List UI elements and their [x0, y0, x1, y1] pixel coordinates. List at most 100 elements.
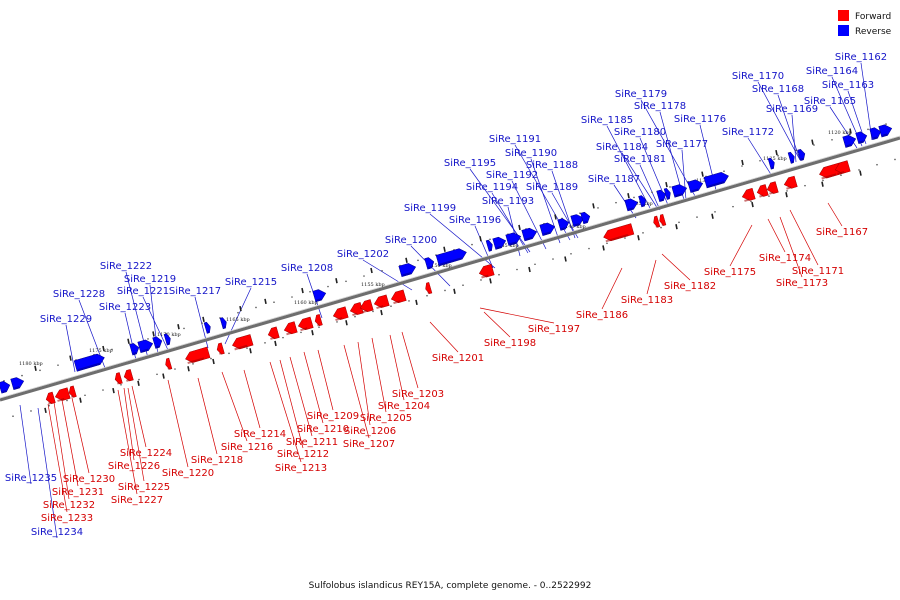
forward-gene-label[interactable]: SiRe_1211: [286, 437, 338, 448]
reverse-gene-arrow: [869, 127, 882, 140]
leader-line: [53, 401, 70, 500]
forward-gene-label[interactable]: SiRe_1230: [63, 474, 115, 485]
reverse-gene-label[interactable]: SiRe_1189: [526, 182, 578, 193]
forward-gene-label[interactable]: SiRe_1227: [111, 495, 163, 506]
forward-gene-label[interactable]: SiRe_1204: [378, 401, 430, 412]
forward-gene-label[interactable]: SiRe_1186: [576, 310, 628, 321]
label-leader-lines: [19, 62, 873, 539]
reverse-gene-label[interactable]: SiRe_1190: [505, 148, 557, 159]
reverse-gene-label[interactable]: SiRe_1234: [31, 527, 83, 538]
leader-line: [47, 403, 68, 513]
reverse-gene-label[interactable]: SiRe_1222: [100, 261, 152, 272]
legend-forward-label: Forward: [855, 12, 891, 22]
forward-gene-label[interactable]: SiRe_1171: [792, 266, 844, 277]
forward-gene-arrow: [390, 289, 407, 305]
reverse-gene-label[interactable]: SiRe_1223: [99, 302, 151, 313]
forward-gene-arrow: [283, 321, 298, 336]
forward-gene-label[interactable]: SiRe_1216: [221, 442, 273, 453]
reverse-gene-label[interactable]: SiRe_1181: [614, 154, 666, 165]
forward-gene-label[interactable]: SiRe_1213: [275, 463, 327, 474]
reverse-gene-label[interactable]: SiRe_1188: [526, 160, 578, 171]
reverse-gene-label[interactable]: SiRe_1176: [674, 114, 726, 125]
reverse-gene-label[interactable]: SiRe_1163: [822, 80, 874, 91]
reverse-gene-label[interactable]: SiRe_1180: [614, 127, 666, 138]
reverse-gene-arrow: [580, 211, 591, 225]
reverse-gene-label[interactable]: SiRe_1199: [404, 203, 456, 214]
reverse-gene-label[interactable]: SiRe_1221: [117, 286, 169, 297]
forward-gene-label[interactable]: SiRe_1226: [108, 461, 160, 472]
reverse-gene-arrow: [787, 151, 795, 164]
reverse-gene-arrow: [152, 336, 163, 349]
forward-gene-arrow: [314, 313, 323, 327]
reverse-gene-label[interactable]: SiRe_1200: [385, 235, 437, 246]
reverse-gene-label[interactable]: SiRe_1228: [53, 289, 105, 300]
tick-label: 1145 kbp: [495, 243, 519, 249]
forward-gene-label[interactable]: SiRe_1183: [621, 295, 673, 306]
track-dots: [3, 123, 896, 418]
reverse-gene-label[interactable]: SiRe_1235: [5, 473, 57, 484]
reverse-gene-label[interactable]: SiRe_1185: [581, 115, 633, 126]
reverse-gene-label[interactable]: SiRe_1168: [752, 84, 804, 95]
reverse-gene-label[interactable]: SiRe_1179: [615, 89, 667, 100]
reverse-gene-label[interactable]: SiRe_1187: [588, 174, 640, 185]
forward-gene-label[interactable]: SiRe_1198: [484, 338, 536, 349]
reverse-gene-label[interactable]: SiRe_1191: [489, 134, 541, 145]
forward-gene-label[interactable]: SiRe_1167: [816, 227, 868, 238]
reverse-gene-label[interactable]: SiRe_1193: [482, 196, 534, 207]
reverse-gene-label[interactable]: SiRe_1217: [169, 286, 221, 297]
leader-line: [279, 359, 304, 449]
reverse-gene-label[interactable]: SiRe_1192: [486, 170, 538, 181]
forward-gene-label[interactable]: SiRe_1225: [118, 482, 170, 493]
forward-gene-label[interactable]: SiRe_1201: [432, 353, 484, 364]
reverse-gene-label[interactable]: SiRe_1194: [466, 182, 518, 193]
reverse-gene-label[interactable]: SiRe_1184: [596, 142, 648, 153]
forward-gene-label[interactable]: SiRe_1175: [704, 267, 756, 278]
forward-gene-label[interactable]: SiRe_1212: [277, 449, 329, 460]
tick-label: 1125 kbp: [763, 156, 787, 162]
reverse-gene-label[interactable]: SiRe_1165: [804, 96, 856, 107]
leader-line: [429, 321, 459, 353]
reverse-gene-label[interactable]: SiRe_1195: [444, 158, 496, 169]
reverse-gene-label[interactable]: SiRe_1169: [766, 104, 818, 115]
reverse-gene-label[interactable]: SiRe_1208: [281, 263, 333, 274]
forward-gene-label[interactable]: SiRe_1218: [191, 455, 243, 466]
forward-gene-label[interactable]: SiRe_1182: [664, 281, 716, 292]
reverse-gene-arrow: [570, 214, 585, 228]
reverse-gene-label[interactable]: SiRe_1196: [449, 215, 501, 226]
reverse-gene-label[interactable]: SiRe_1172: [722, 127, 774, 138]
tick-label: 1140 kbp: [562, 224, 586, 230]
reverse-gene-label[interactable]: SiRe_1162: [835, 52, 887, 63]
forward-gene-label[interactable]: SiRe_1173: [776, 278, 828, 289]
forward-gene-label[interactable]: SiRe_1214: [234, 429, 286, 440]
forward-gene-label[interactable]: SiRe_1205: [360, 413, 412, 424]
forward-gene-label[interactable]: SiRe_1220: [162, 468, 214, 479]
forward-gene-label[interactable]: SiRe_1203: [392, 389, 444, 400]
forward-gene-label[interactable]: SiRe_1207: [343, 439, 395, 450]
forward-gene-label[interactable]: SiRe_1209: [307, 411, 359, 422]
reverse-gene-label[interactable]: SiRe_1177: [656, 139, 708, 150]
forward-gene-label[interactable]: SiRe_1210: [297, 424, 349, 435]
reverse-gene-label[interactable]: SiRe_1229: [40, 314, 92, 325]
reverse-gene-arrow: [505, 232, 522, 246]
reverse-gene-label[interactable]: SiRe_1178: [634, 101, 686, 112]
forward-gene-label[interactable]: SiRe_1224: [120, 448, 172, 459]
leader-line: [661, 253, 691, 281]
reverse-gene-label[interactable]: SiRe_1215: [225, 277, 277, 288]
leader-line: [389, 334, 405, 401]
reverse-gene-arrow: [219, 317, 227, 330]
leader-line: [303, 351, 324, 424]
forward-gene-label[interactable]: SiRe_1206: [344, 426, 396, 437]
forward-gene-label[interactable]: SiRe_1231: [52, 487, 104, 498]
forward-gene-label[interactable]: SiRe_1197: [528, 324, 580, 335]
forward-gene-label[interactable]: SiRe_1233: [41, 513, 93, 524]
reverse-gene-label[interactable]: SiRe_1170: [732, 71, 784, 82]
forward-gene-label[interactable]: SiRe_1174: [759, 253, 811, 264]
tick-label: 1170 kbp: [157, 332, 181, 338]
reverse-gene-label[interactable]: SiRe_1164: [806, 66, 858, 77]
leader-line: [747, 137, 773, 177]
reverse-gene-label[interactable]: SiRe_1202: [337, 249, 389, 260]
forward-gene-arrow: [756, 184, 769, 198]
reverse-gene-label[interactable]: SiRe_1219: [124, 274, 176, 285]
forward-gene-label[interactable]: SiRe_1232: [43, 500, 95, 511]
